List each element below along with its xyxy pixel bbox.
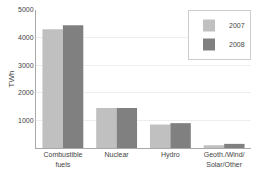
svg-text:2008: 2008	[229, 41, 245, 48]
svg-text:4000: 4000	[18, 34, 34, 41]
svg-text:2007: 2007	[229, 22, 245, 29]
svg-text:5000: 5000	[18, 6, 34, 13]
svg-text:Geoth./Wind/Solar/Other: Geoth./Wind/Solar/Other	[204, 151, 245, 167]
svg-text:Combustiblefuels: Combustiblefuels	[43, 151, 82, 167]
svg-text:2000: 2000	[18, 89, 34, 96]
svg-text:Nuclear: Nuclear	[105, 151, 130, 158]
svg-text:1000: 1000	[18, 117, 34, 124]
svg-text:Hydro: Hydro	[161, 151, 180, 159]
svg-text:TWh: TWh	[7, 71, 16, 88]
svg-text:3000: 3000	[18, 62, 34, 69]
